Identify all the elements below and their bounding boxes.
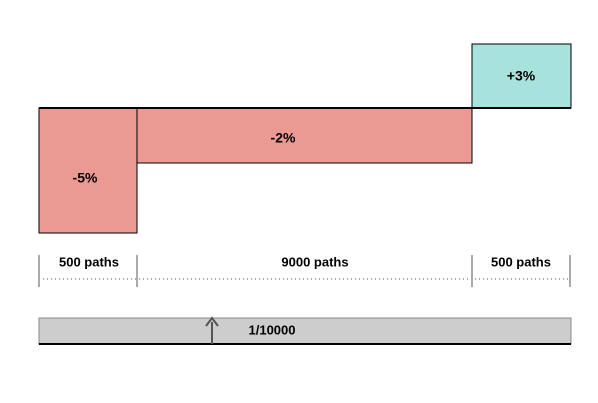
path-ruler bbox=[38, 255, 571, 287]
path-count: 9000 paths bbox=[281, 254, 348, 269]
segment-label: -2% bbox=[271, 130, 296, 146]
path-count: 500 paths bbox=[59, 254, 119, 269]
segment-label: -5% bbox=[73, 170, 98, 186]
segment-box bbox=[38, 107, 138, 234]
bar-label: 1/10000 bbox=[249, 322, 296, 337]
path-count: 500 paths bbox=[491, 254, 551, 269]
segment-box bbox=[136, 107, 473, 164]
segment-box bbox=[471, 43, 572, 109]
arrow-head bbox=[205, 316, 219, 327]
segment-label: +3% bbox=[507, 68, 536, 84]
probability-bar bbox=[38, 317, 572, 345]
